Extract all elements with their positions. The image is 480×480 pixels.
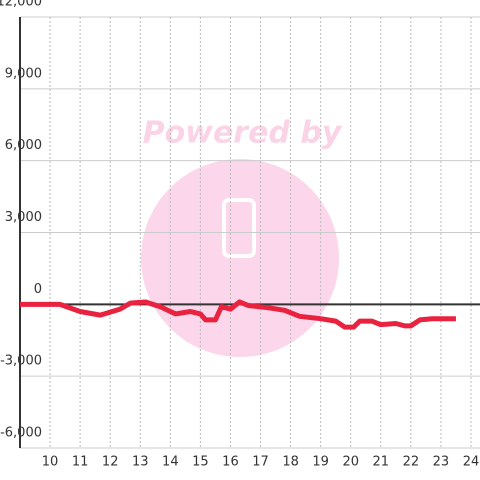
- x-tick-label: 21: [373, 455, 390, 470]
- x-tick-label: 24: [463, 455, 480, 470]
- x-tick-label: 15: [192, 455, 209, 470]
- x-tick-label: 14: [162, 455, 179, 470]
- y-tick-label: 9,000: [5, 66, 42, 81]
- data-line: [20, 299, 456, 330]
- x-tick-label: 22: [403, 455, 420, 470]
- x-tick-label: 12: [102, 455, 119, 470]
- x-tick-label: 11: [72, 455, 89, 470]
- y-tick-label: -3,000: [0, 354, 42, 369]
- y-tick-label: 12,000: [0, 0, 42, 10]
- x-tick-label: 16: [222, 455, 239, 470]
- y-tick-label: 3,000: [5, 210, 42, 225]
- watermark-text: Powered by: [143, 116, 343, 151]
- x-tick-label: 19: [312, 455, 329, 470]
- y-tick-label: -6,000: [0, 426, 42, 441]
- x-tick-label: 13: [132, 455, 149, 470]
- x-tick-label: 20: [342, 455, 359, 470]
- watermark-icon: [222, 198, 256, 258]
- x-tick-label: 23: [433, 455, 450, 470]
- x-tick-label: 10: [42, 455, 59, 470]
- x-tick-label: 18: [282, 455, 299, 470]
- x-tick-label: 17: [252, 455, 269, 470]
- y-tick-label: 0: [34, 282, 42, 297]
- y-tick-label: 6,000: [5, 138, 42, 153]
